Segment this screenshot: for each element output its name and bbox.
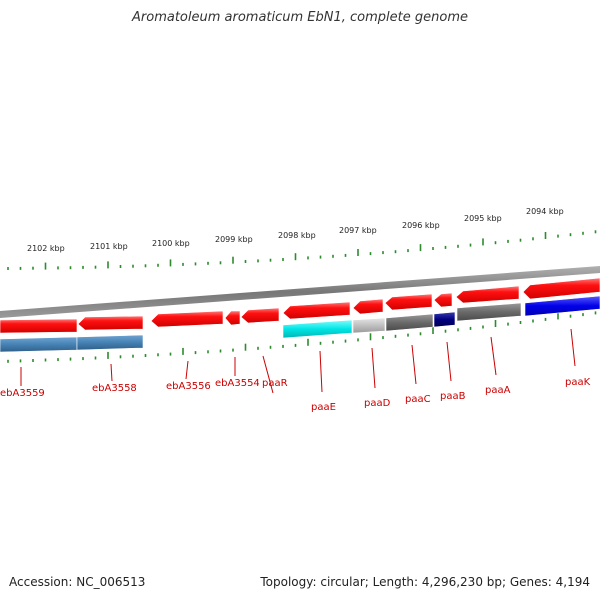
- leader-paaE: [319, 350, 323, 393]
- cds-paaC-reverse: [385, 313, 434, 332]
- scale-label-2095: 2095 kbp: [464, 214, 502, 223]
- gene-label-ebA3554: ebA3554: [215, 378, 260, 389]
- gene-labels: ebA3559 ebA3558 ebA3556 ebA3554 paaR paa…: [0, 377, 591, 413]
- accession-label: Accession: NC_006513: [9, 575, 146, 589]
- gene-label-paaE: paaE: [311, 402, 336, 413]
- cds-ebA3558-forward: [77, 315, 144, 331]
- leader-paaD: [371, 347, 376, 389]
- scale-label-2100: 2100 kbp: [152, 239, 190, 248]
- cds-paaD-forward: [352, 298, 384, 315]
- cds-paaE-reverse: [282, 319, 353, 339]
- gene-label-paaC: paaC: [405, 394, 431, 405]
- gene-leader-lines: [20, 328, 576, 394]
- scale-label-2097: 2097 kbp: [339, 226, 377, 235]
- leader-paaA: [490, 336, 497, 376]
- cds-paaA-reverse: [456, 302, 522, 322]
- gene-label-paaR: paaR: [262, 378, 288, 389]
- cds-ebA3559-forward: [0, 318, 78, 334]
- cds-paaE-forward: [282, 301, 351, 320]
- inner-scale-ticks: [7, 311, 597, 363]
- scale-label-2098: 2098 kbp: [278, 231, 316, 240]
- map-title: Aromatoleum aromaticum EbN1, complete ge…: [132, 10, 468, 25]
- leader-ebA3556: [185, 360, 189, 380]
- forward-strand-features: [0, 277, 600, 334]
- leader-paaK: [570, 328, 576, 367]
- cds-ebA3558-reverse: [76, 334, 144, 351]
- leader-ebA3558: [110, 363, 113, 382]
- cds-paaD-reverse: [352, 317, 386, 334]
- scale-label-2102: 2102 kbp: [27, 244, 65, 253]
- cds-ebA3554-forward: [224, 310, 241, 326]
- gene-label-paaB: paaB: [440, 391, 466, 402]
- gene-label-ebA3556: ebA3556: [166, 381, 211, 392]
- cds-paaK-reverse: [524, 295, 600, 317]
- topology-label: Topology: circular; Length: 4,296,230 bp…: [260, 575, 590, 589]
- scale-label-2101: 2101 kbp: [90, 242, 128, 251]
- gene-label-ebA3558: ebA3558: [92, 383, 137, 394]
- scale-labels: 2102 kbp 2101 kbp 2100 kbp 2099 kbp 2098…: [27, 207, 564, 253]
- cds-paaK-forward: [522, 277, 600, 300]
- leader-paaC: [411, 344, 417, 385]
- scale-label-2094: 2094 kbp: [526, 207, 564, 216]
- cds-paaB-reverse: [433, 311, 456, 328]
- cds-ebA3556-forward: [150, 310, 224, 328]
- cds-paaA-forward: [455, 285, 520, 304]
- cds-paaC-forward: [384, 293, 433, 311]
- scale-label-2096: 2096 kbp: [402, 221, 440, 230]
- scale-label-2099: 2099 kbp: [215, 235, 253, 244]
- gene-label-paaA: paaA: [485, 385, 511, 396]
- gene-label-paaD: paaD: [364, 398, 391, 409]
- leader-paaR: [262, 355, 274, 394]
- reverse-strand-features: [0, 295, 600, 353]
- gene-label-ebA3559: ebA3559: [0, 388, 45, 399]
- cds-ebA3559-reverse: [0, 336, 78, 353]
- leader-paaB: [446, 341, 452, 382]
- cds-paaB-forward: [433, 292, 453, 308]
- gene-label-paaK: paaK: [565, 377, 591, 388]
- outer-scale-ticks: [7, 230, 597, 270]
- sequence-backbone: [0, 266, 600, 318]
- cds-paaR-forward: [240, 307, 280, 324]
